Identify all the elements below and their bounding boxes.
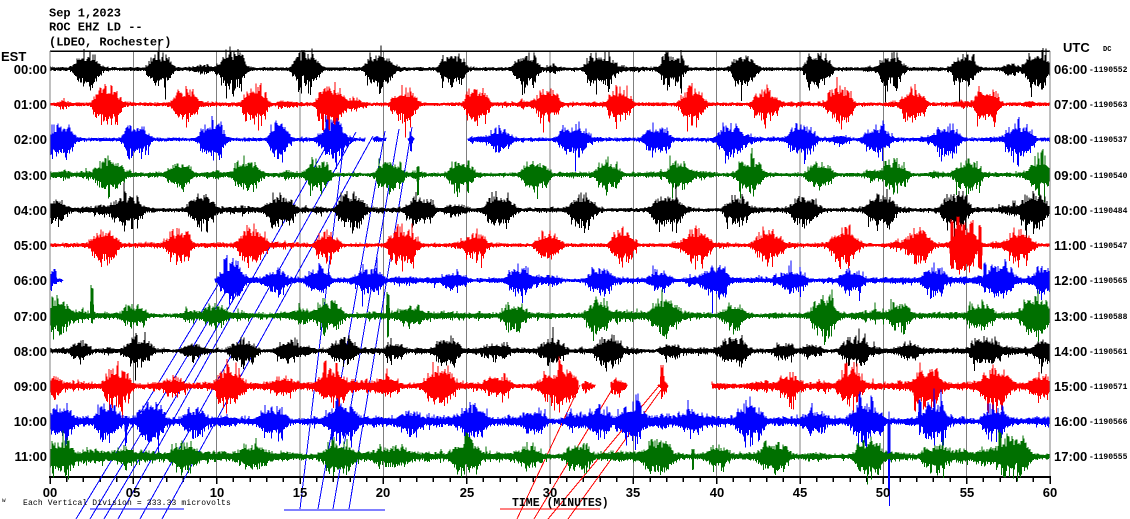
svg-text:15:00: 15:00 — [1054, 379, 1087, 394]
svg-text:Sep 1,2023: Sep 1,2023 — [49, 7, 121, 21]
svg-text:06:00: 06:00 — [1054, 62, 1087, 77]
svg-text:13:00: 13:00 — [1054, 309, 1087, 324]
svg-text:04:00: 04:00 — [14, 203, 47, 218]
svg-text:14:00: 14:00 — [1054, 344, 1087, 359]
svg-text:01:00: 01:00 — [14, 97, 47, 112]
svg-text:-1190588: -1190588 — [1089, 313, 1128, 322]
svg-text:25: 25 — [460, 485, 474, 500]
svg-text:09:00: 09:00 — [1054, 168, 1087, 183]
svg-text:15: 15 — [293, 485, 307, 500]
svg-text:45: 45 — [793, 485, 807, 500]
svg-text:ROC EHZ LD --: ROC EHZ LD -- — [49, 21, 143, 35]
svg-text:20: 20 — [376, 485, 390, 500]
svg-text:UTC: UTC — [1063, 40, 1090, 55]
svg-text:06:00: 06:00 — [14, 273, 47, 288]
svg-text:-1190537: -1190537 — [1089, 136, 1128, 145]
svg-text:-1190555: -1190555 — [1089, 453, 1128, 462]
svg-text:03:00: 03:00 — [14, 168, 47, 183]
svg-text:55: 55 — [960, 485, 974, 500]
svg-text:60: 60 — [1043, 485, 1057, 500]
svg-text:08:00: 08:00 — [1054, 132, 1087, 147]
svg-text:00: 00 — [43, 485, 57, 500]
svg-text:09:00: 09:00 — [14, 379, 47, 394]
svg-text:-1190565: -1190565 — [1089, 277, 1128, 286]
svg-text:(LDEO, Rochester): (LDEO, Rochester) — [49, 36, 171, 50]
svg-text:00:00: 00:00 — [14, 62, 47, 77]
svg-text:-1190561: -1190561 — [1089, 348, 1128, 357]
svg-text:TIME (MINUTES): TIME (MINUTES) — [512, 497, 609, 510]
svg-text:08:00: 08:00 — [14, 344, 47, 359]
svg-text:05: 05 — [126, 485, 140, 500]
svg-text:50: 50 — [876, 485, 890, 500]
svg-text:10:00: 10:00 — [1054, 203, 1087, 218]
svg-text:02:00: 02:00 — [14, 132, 47, 147]
svg-text:10: 10 — [210, 485, 224, 500]
svg-text:10:00: 10:00 — [14, 414, 47, 429]
svg-text:17:00: 17:00 — [1054, 449, 1087, 464]
svg-text:11:00: 11:00 — [1054, 238, 1087, 253]
svg-text:-1190571: -1190571 — [1089, 383, 1128, 392]
svg-text:-1190484: -1190484 — [1089, 207, 1128, 216]
svg-text:EST: EST — [1, 49, 26, 64]
svg-text:07:00: 07:00 — [14, 309, 47, 324]
svg-text:40: 40 — [710, 485, 724, 500]
svg-text:-1190540: -1190540 — [1089, 172, 1128, 181]
svg-text:w: w — [2, 497, 6, 504]
svg-text:30: 30 — [543, 485, 557, 500]
svg-text:07:00: 07:00 — [1054, 97, 1087, 112]
svg-text:35: 35 — [626, 485, 640, 500]
svg-text:Each Vertical Division = 333.: Each Vertical Division = 333.33 microvol… — [23, 499, 231, 508]
svg-text:16:00: 16:00 — [1054, 414, 1087, 429]
svg-text:05:00: 05:00 — [14, 238, 47, 253]
svg-text:11:00: 11:00 — [14, 449, 47, 464]
svg-text:12:00: 12:00 — [1054, 273, 1087, 288]
svg-text:-1190547: -1190547 — [1089, 242, 1128, 251]
svg-text:-1190563: -1190563 — [1089, 101, 1128, 110]
svg-text:-1190566: -1190566 — [1089, 418, 1128, 427]
svg-text:DC: DC — [1103, 46, 1111, 54]
svg-text:-1190552: -1190552 — [1089, 66, 1128, 75]
